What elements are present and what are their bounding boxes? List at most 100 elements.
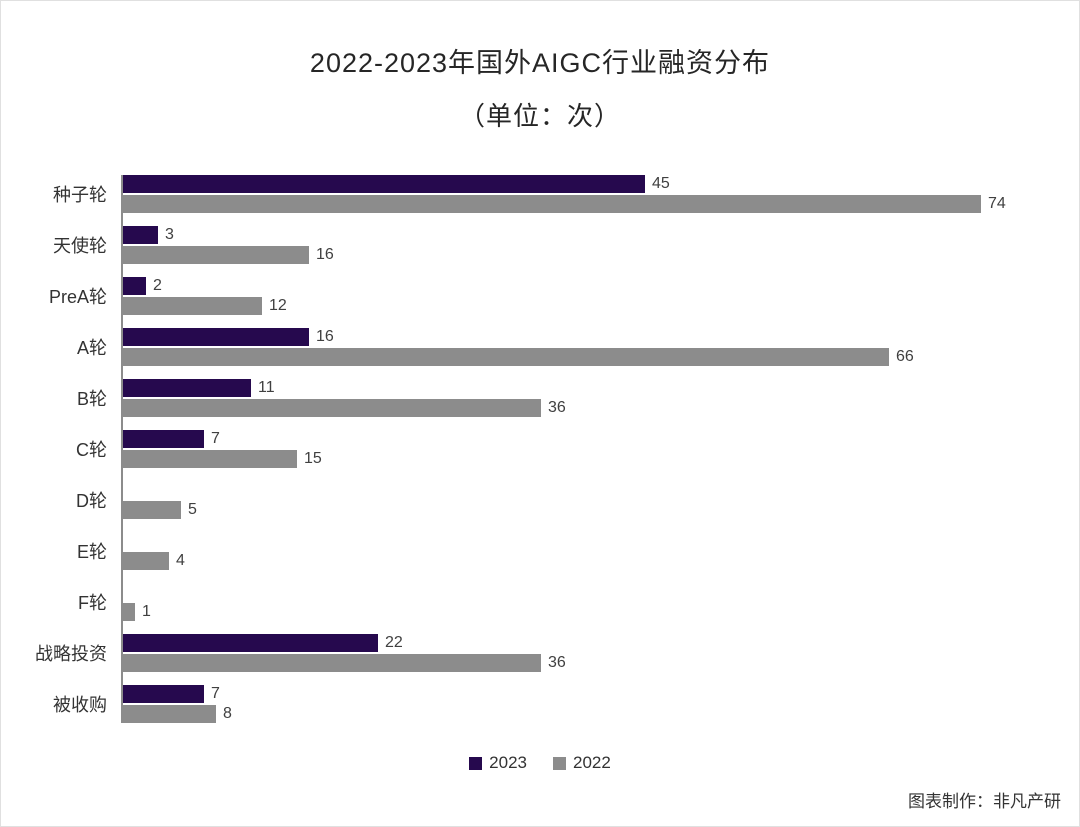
legend-swatch — [469, 756, 483, 770]
value-label: 16 — [316, 328, 334, 345]
bar-2023 — [123, 328, 309, 346]
bar-slot-2023 — [123, 532, 185, 550]
bar-2022 — [123, 501, 181, 519]
legend-item-2023: 2023 — [469, 753, 527, 773]
bar-slot-2023 — [123, 583, 151, 601]
legend-item-2022: 2022 — [553, 753, 611, 773]
bar-group: 2 12 — [121, 277, 287, 315]
bar-slot-2022: 5 — [123, 501, 197, 519]
value-label: 16 — [316, 246, 334, 263]
category-label: A轮 — [76, 338, 107, 358]
bar-group: 4 — [121, 532, 185, 570]
chart-row: A轮 16 66 — [21, 328, 1079, 366]
category-label: 战略投资 — [35, 644, 107, 664]
bar-slot-2022: 16 — [123, 246, 334, 264]
chart-title: 2022-2023年国外AIGC行业融资分布 — [309, 48, 771, 78]
chart-row: F轮 1 — [21, 583, 1079, 621]
bar-slot-2023: 7 — [123, 685, 232, 703]
chart-row: E轮 4 — [21, 532, 1079, 570]
chart-subtitle: （单位：次） — [458, 101, 621, 131]
chart-row: 被收购 7 8 — [21, 685, 1079, 723]
bar-slot-2022: 8 — [123, 705, 232, 723]
value-label: 74 — [988, 195, 1006, 212]
y-axis-line — [121, 175, 123, 723]
bar-group: 5 — [121, 481, 197, 519]
value-label: 66 — [896, 348, 914, 365]
bar-2023 — [123, 379, 251, 397]
bar-group: 45 74 — [121, 175, 1006, 213]
category-label: PreA轮 — [48, 287, 107, 307]
bar-2022 — [123, 348, 889, 366]
bar-2023 — [123, 226, 158, 244]
bar-slot-2023: 11 — [123, 379, 566, 397]
bar-group: 22 36 — [121, 634, 566, 672]
bar-slot-2022: 15 — [123, 450, 322, 468]
category-label: C轮 — [76, 440, 107, 460]
bar-slot-2023: 22 — [123, 634, 566, 652]
legend-swatch — [553, 756, 566, 770]
legend-label: 2022 — [573, 753, 611, 772]
value-label: 12 — [269, 297, 287, 314]
category-label: B轮 — [76, 389, 107, 409]
bar-chart: 种子轮 45 74 天使轮 3 16 PreA轮 2 12 A轮 16 66 B轮 11 36 C轮 7 15 D轮… — [21, 175, 1079, 723]
bar-2022 — [123, 297, 262, 315]
bar-group: 16 66 — [121, 328, 914, 366]
bar-slot-2022: 12 — [123, 297, 287, 315]
bar-slot-2022: 36 — [123, 654, 566, 672]
bar-group: 7 15 — [121, 430, 322, 468]
value-label: 36 — [548, 654, 566, 671]
category-label: 被收购 — [53, 695, 107, 715]
value-label: 4 — [176, 552, 185, 569]
bar-2022 — [123, 246, 309, 264]
category-label: 天使轮 — [53, 236, 107, 256]
chart-row: PreA轮 2 12 — [21, 277, 1079, 315]
chart-row: B轮 11 36 — [21, 379, 1079, 417]
value-label: 5 — [188, 501, 197, 518]
bar-2023 — [123, 175, 645, 193]
chart-row: 战略投资 22 36 — [21, 634, 1079, 672]
value-label: 3 — [165, 226, 174, 243]
bar-group: 1 — [121, 583, 151, 621]
bar-2023 — [123, 277, 146, 295]
value-label: 15 — [304, 450, 322, 467]
value-label: 45 — [652, 175, 670, 192]
value-label: 2 — [153, 277, 162, 294]
bar-slot-2023: 2 — [123, 277, 287, 295]
category-label: E轮 — [76, 542, 107, 562]
chart-row: 天使轮 3 16 — [21, 226, 1079, 264]
plot-area: 种子轮 45 74 天使轮 3 16 PreA轮 2 12 A轮 16 66 B轮 11 36 C轮 7 15 D轮… — [21, 175, 1079, 723]
bar-group: 11 36 — [121, 379, 566, 417]
bar-2023 — [123, 430, 204, 448]
bar-2023 — [123, 634, 378, 652]
value-label: 8 — [223, 705, 232, 722]
bar-slot-2023: 3 — [123, 226, 334, 244]
legend-label: 2023 — [489, 753, 527, 772]
bar-2022 — [123, 450, 297, 468]
bar-2022 — [123, 603, 135, 621]
bar-slot-2023: 16 — [123, 328, 914, 346]
value-label: 7 — [211, 685, 220, 702]
value-label: 22 — [385, 634, 403, 651]
bar-2023 — [123, 685, 204, 703]
chart-row: 种子轮 45 74 — [21, 175, 1079, 213]
bar-slot-2022: 74 — [123, 195, 1006, 213]
bar-slot-2022: 66 — [123, 348, 914, 366]
value-label: 11 — [258, 379, 275, 396]
bar-2022 — [123, 195, 981, 213]
bar-2022 — [123, 552, 169, 570]
chart-row: C轮 7 15 — [21, 430, 1079, 468]
bar-2022 — [123, 399, 541, 417]
chart-legend: 2023 2022 — [1, 753, 1079, 773]
chart-row: D轮 5 — [21, 481, 1079, 519]
category-label: F轮 — [78, 593, 107, 613]
value-label: 1 — [142, 603, 151, 620]
bar-group: 3 16 — [121, 226, 334, 264]
credit-text: 图表制作：非凡产研 — [908, 792, 1061, 811]
bar-slot-2022: 4 — [123, 552, 185, 570]
bar-2022 — [123, 654, 541, 672]
bar-slot-2023: 7 — [123, 430, 322, 448]
bar-slot-2022: 1 — [123, 603, 151, 621]
bar-slot-2023 — [123, 481, 197, 499]
